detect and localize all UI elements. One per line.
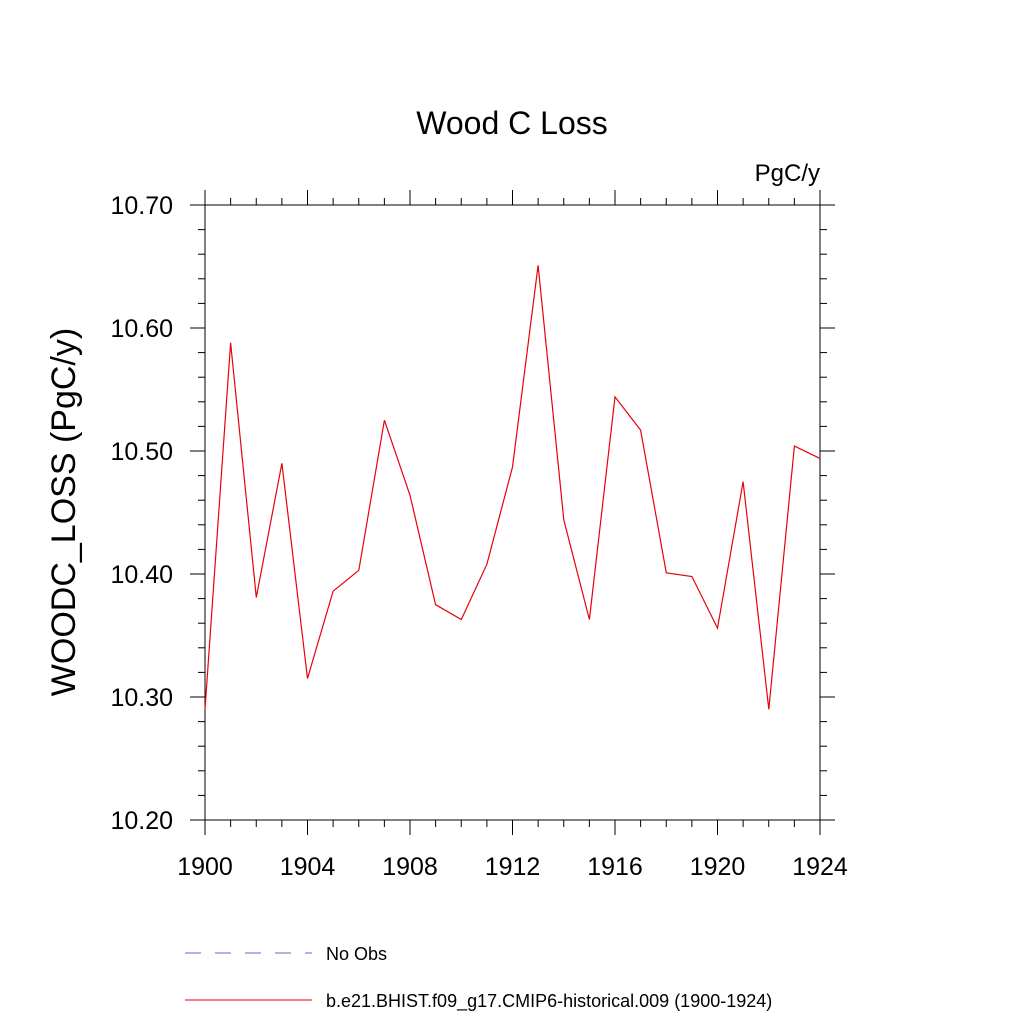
- y-axis-label: WOODC_LOSS (PgC/y): [45, 328, 83, 696]
- legend-label: b.e21.BHIST.f09_g17.CMIP6-historical.009…: [326, 991, 772, 1012]
- legend: No Obs b.e21.BHIST.f09_g17.CMIP6-historic…: [185, 944, 772, 1012]
- y-tick-label: 10.70: [110, 192, 173, 220]
- series-layer: [204, 265, 821, 710]
- y-tick-label: 10.40: [110, 561, 173, 589]
- y-tick-label: 10.60: [110, 315, 173, 343]
- x-tick-label: 1908: [382, 853, 438, 881]
- series-line: [204, 265, 821, 710]
- x-tick-label: 1912: [485, 853, 541, 881]
- chart-title: Wood C Loss: [416, 105, 608, 141]
- y-tick-label: 10.30: [110, 684, 173, 712]
- x-tick-label: 1924: [792, 853, 848, 881]
- x-tick-label: 1904: [280, 853, 336, 881]
- plot-frame: [204, 204, 821, 821]
- x-tick-label: 1916: [587, 853, 643, 881]
- y-tick-label: 10.20: [110, 807, 173, 835]
- x-tick-label: 1900: [177, 853, 233, 881]
- y-tick-label: 10.50: [110, 438, 173, 466]
- units-label: PgC/y: [755, 160, 820, 187]
- x-tick-label: 1920: [690, 853, 746, 881]
- legend-label: No Obs: [326, 944, 387, 964]
- axes: 1900 1904 1908 1912 1916 1920 1924 10.20 10.30 10…: [110, 190, 848, 881]
